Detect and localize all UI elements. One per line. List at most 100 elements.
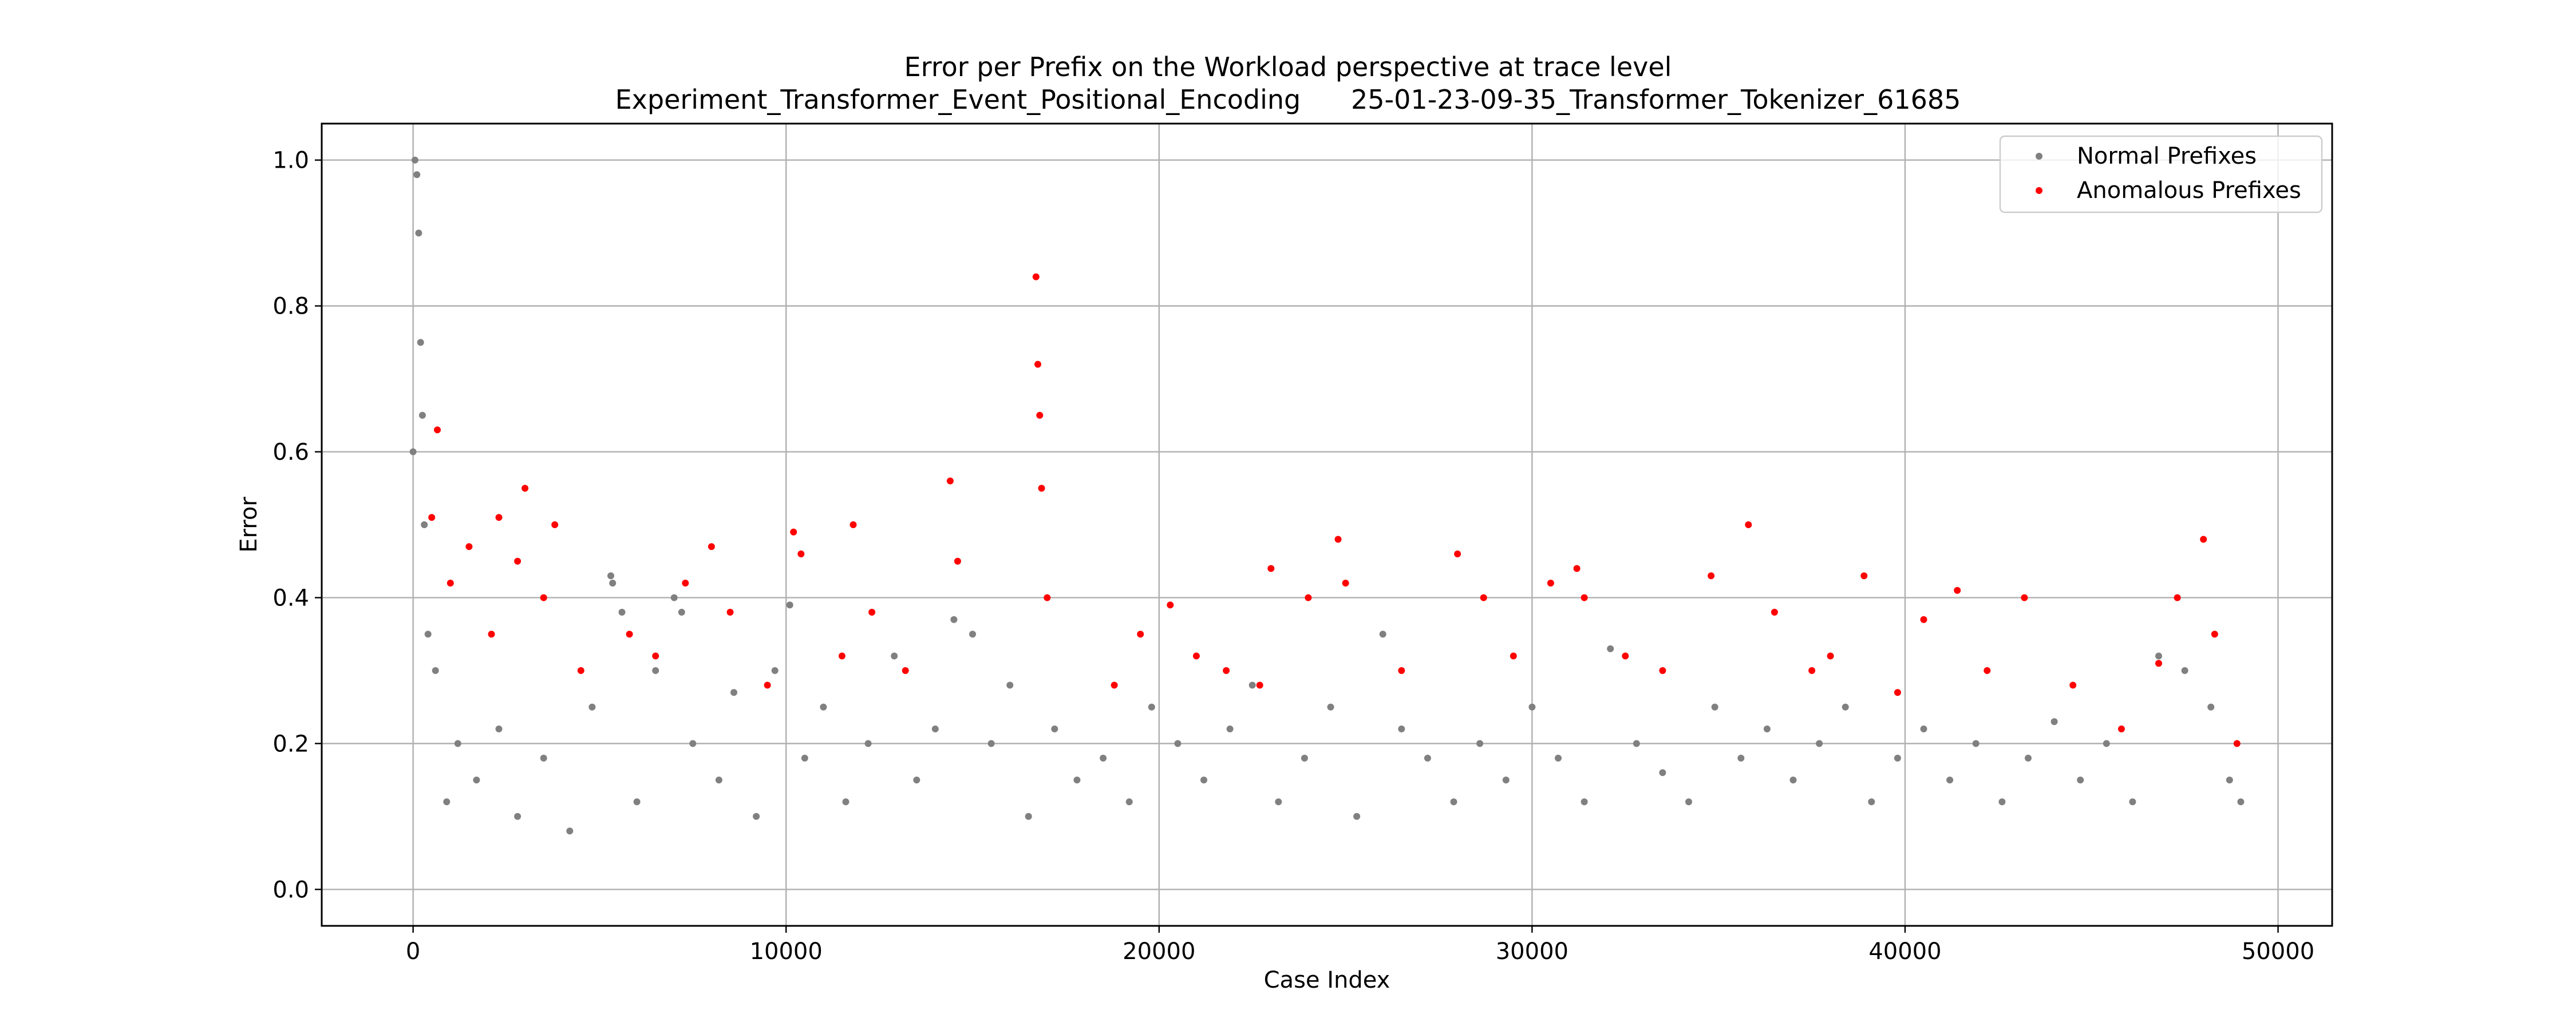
anomalous-prefix-point	[2069, 682, 2077, 689]
normal-prefix-point	[801, 754, 808, 762]
series-anomalous-prefixes	[428, 273, 2241, 747]
anomalous-prefix-point	[682, 580, 689, 587]
plot-area-frame	[321, 122, 2333, 927]
anomalous-prefix-point	[1038, 485, 1045, 492]
normal-prefix-point	[540, 754, 547, 762]
anomalous-prefix-point	[1894, 689, 1901, 696]
normal-prefix-point	[1972, 740, 1980, 747]
anomalous-prefix-point	[2200, 536, 2207, 543]
anomalous-prefix-point	[521, 485, 529, 492]
normal-prefix-point	[1353, 813, 1361, 820]
legend: Normal Prefixes Anomalous Prefixes	[1999, 135, 2323, 213]
anomalous-prefix-point	[1223, 667, 1230, 674]
axis-ticks: 0 10000 20000 30000 40000 50000 0.0 0.2 0.4 0.6 0.…	[272, 148, 2314, 965]
anomalous-prefix-point	[850, 521, 857, 528]
normal-prefix-point	[969, 631, 976, 638]
anomalous-prefix-point	[1044, 594, 1051, 601]
chart-title: Error per Prefix on the Workload perspec…	[904, 52, 1672, 82]
anomalous-prefix-point	[495, 514, 503, 521]
anomalous-prefix-point	[1034, 360, 1041, 368]
legend-frame	[1999, 135, 2323, 213]
normal-prefix-point	[1868, 798, 1875, 806]
anomalous-prefix-point	[1808, 667, 1816, 674]
normal-prefix-point	[1659, 769, 1666, 777]
legend-label-normal: Normal Prefixes	[2077, 143, 2257, 169]
anomalous-prefix-point	[2117, 725, 2125, 732]
anomalous-prefix-point	[2211, 631, 2218, 638]
anomalous-prefix-point	[1745, 521, 1752, 528]
normal-prefix-point	[1502, 777, 1510, 784]
anomalous-prefix-point	[1860, 572, 1868, 580]
normal-prefix-point	[1946, 777, 1954, 784]
normal-prefix-point	[715, 777, 722, 784]
normal-prefix-point	[566, 827, 574, 835]
x-tick-label: 10000	[750, 938, 823, 965]
anomalous-prefix-point	[434, 426, 441, 434]
y-tick-label: 0.2	[272, 731, 309, 757]
anomalous-prefix-point	[1111, 682, 1118, 689]
normal-prefix-point	[1894, 754, 1901, 762]
normal-prefix-point	[1476, 740, 1484, 747]
anomalous-prefix-point	[1192, 652, 1200, 660]
normal-prefix-point	[418, 411, 426, 419]
normal-prefix-point	[2077, 777, 2084, 784]
anomalous-prefix-point	[1708, 572, 1715, 580]
normal-prefix-point	[891, 652, 898, 660]
anomalous-prefix-point	[465, 543, 473, 550]
normal-prefix-point	[1424, 754, 1431, 762]
normal-prefix-point	[1398, 725, 1405, 732]
normal-prefix-point	[424, 631, 432, 638]
anomalous-prefix-point	[1480, 594, 1487, 601]
y-tick-label: 0.6	[272, 439, 309, 466]
normal-prefix-point	[1998, 798, 2006, 806]
anomalous-prefix-point	[1267, 565, 1275, 572]
anomalous-prefix-point	[946, 477, 954, 485]
normal-prefix-point	[670, 594, 678, 601]
normal-prefix-point	[1025, 813, 1032, 820]
normal-prefix-point	[730, 689, 737, 696]
normal-prefix-point	[2129, 798, 2136, 806]
anomalous-prefix-point	[1305, 594, 1312, 601]
y-tick-label: 0.0	[272, 877, 309, 903]
anomalous-prefix-point	[1581, 594, 1588, 601]
normal-prefix-point	[753, 813, 760, 820]
normal-prefix-point	[1275, 798, 1282, 806]
anomalous-prefix-point	[1984, 667, 1991, 674]
anomalous-prefix-point	[797, 550, 805, 557]
anomalous-prefix-point	[2155, 660, 2162, 667]
anomalous-prefix-point	[1771, 608, 1778, 616]
legend-marker-anomalous	[2036, 187, 2042, 194]
normal-prefix-point	[1379, 631, 1386, 638]
y-tick-label: 1.0	[272, 148, 309, 174]
normal-prefix-point	[411, 156, 418, 164]
normal-prefix-point	[1763, 725, 1771, 732]
normal-prefix-point	[678, 608, 685, 616]
anomalous-prefix-point	[2021, 594, 2028, 601]
normal-prefix-point	[2226, 777, 2233, 784]
x-axis-label: Case Index	[1264, 967, 1390, 993]
normal-prefix-point	[1301, 754, 1308, 762]
normal-prefix-point	[931, 725, 939, 732]
anomalous-prefix-point	[868, 608, 876, 616]
normal-prefix-point	[2181, 667, 2188, 674]
anomalous-prefix-point	[1036, 411, 1044, 419]
anomalous-prefix-point	[447, 580, 454, 587]
anomalous-prefix-point	[708, 543, 715, 550]
anomalous-prefix-point	[1454, 550, 1461, 557]
normal-prefix-point	[514, 813, 521, 820]
normal-prefix-point	[1100, 754, 1107, 762]
normal-prefix-point	[495, 725, 503, 732]
normal-prefix-point	[1450, 798, 1457, 806]
anomalous-prefix-point	[726, 608, 734, 616]
normal-prefix-point	[618, 608, 626, 616]
normal-prefix-point	[1737, 754, 1745, 762]
x-tick-label: 50000	[2242, 938, 2314, 965]
normal-prefix-point	[1327, 703, 1334, 711]
anomalous-prefix-point	[1827, 652, 1834, 660]
anomalous-prefix-point	[488, 631, 495, 638]
normal-prefix-point	[413, 171, 421, 179]
x-tick-label: 40000	[1868, 938, 1941, 965]
anomalous-prefix-point	[838, 652, 846, 660]
normal-prefix-point	[1148, 703, 1155, 711]
anomalous-prefix-point	[954, 557, 961, 565]
